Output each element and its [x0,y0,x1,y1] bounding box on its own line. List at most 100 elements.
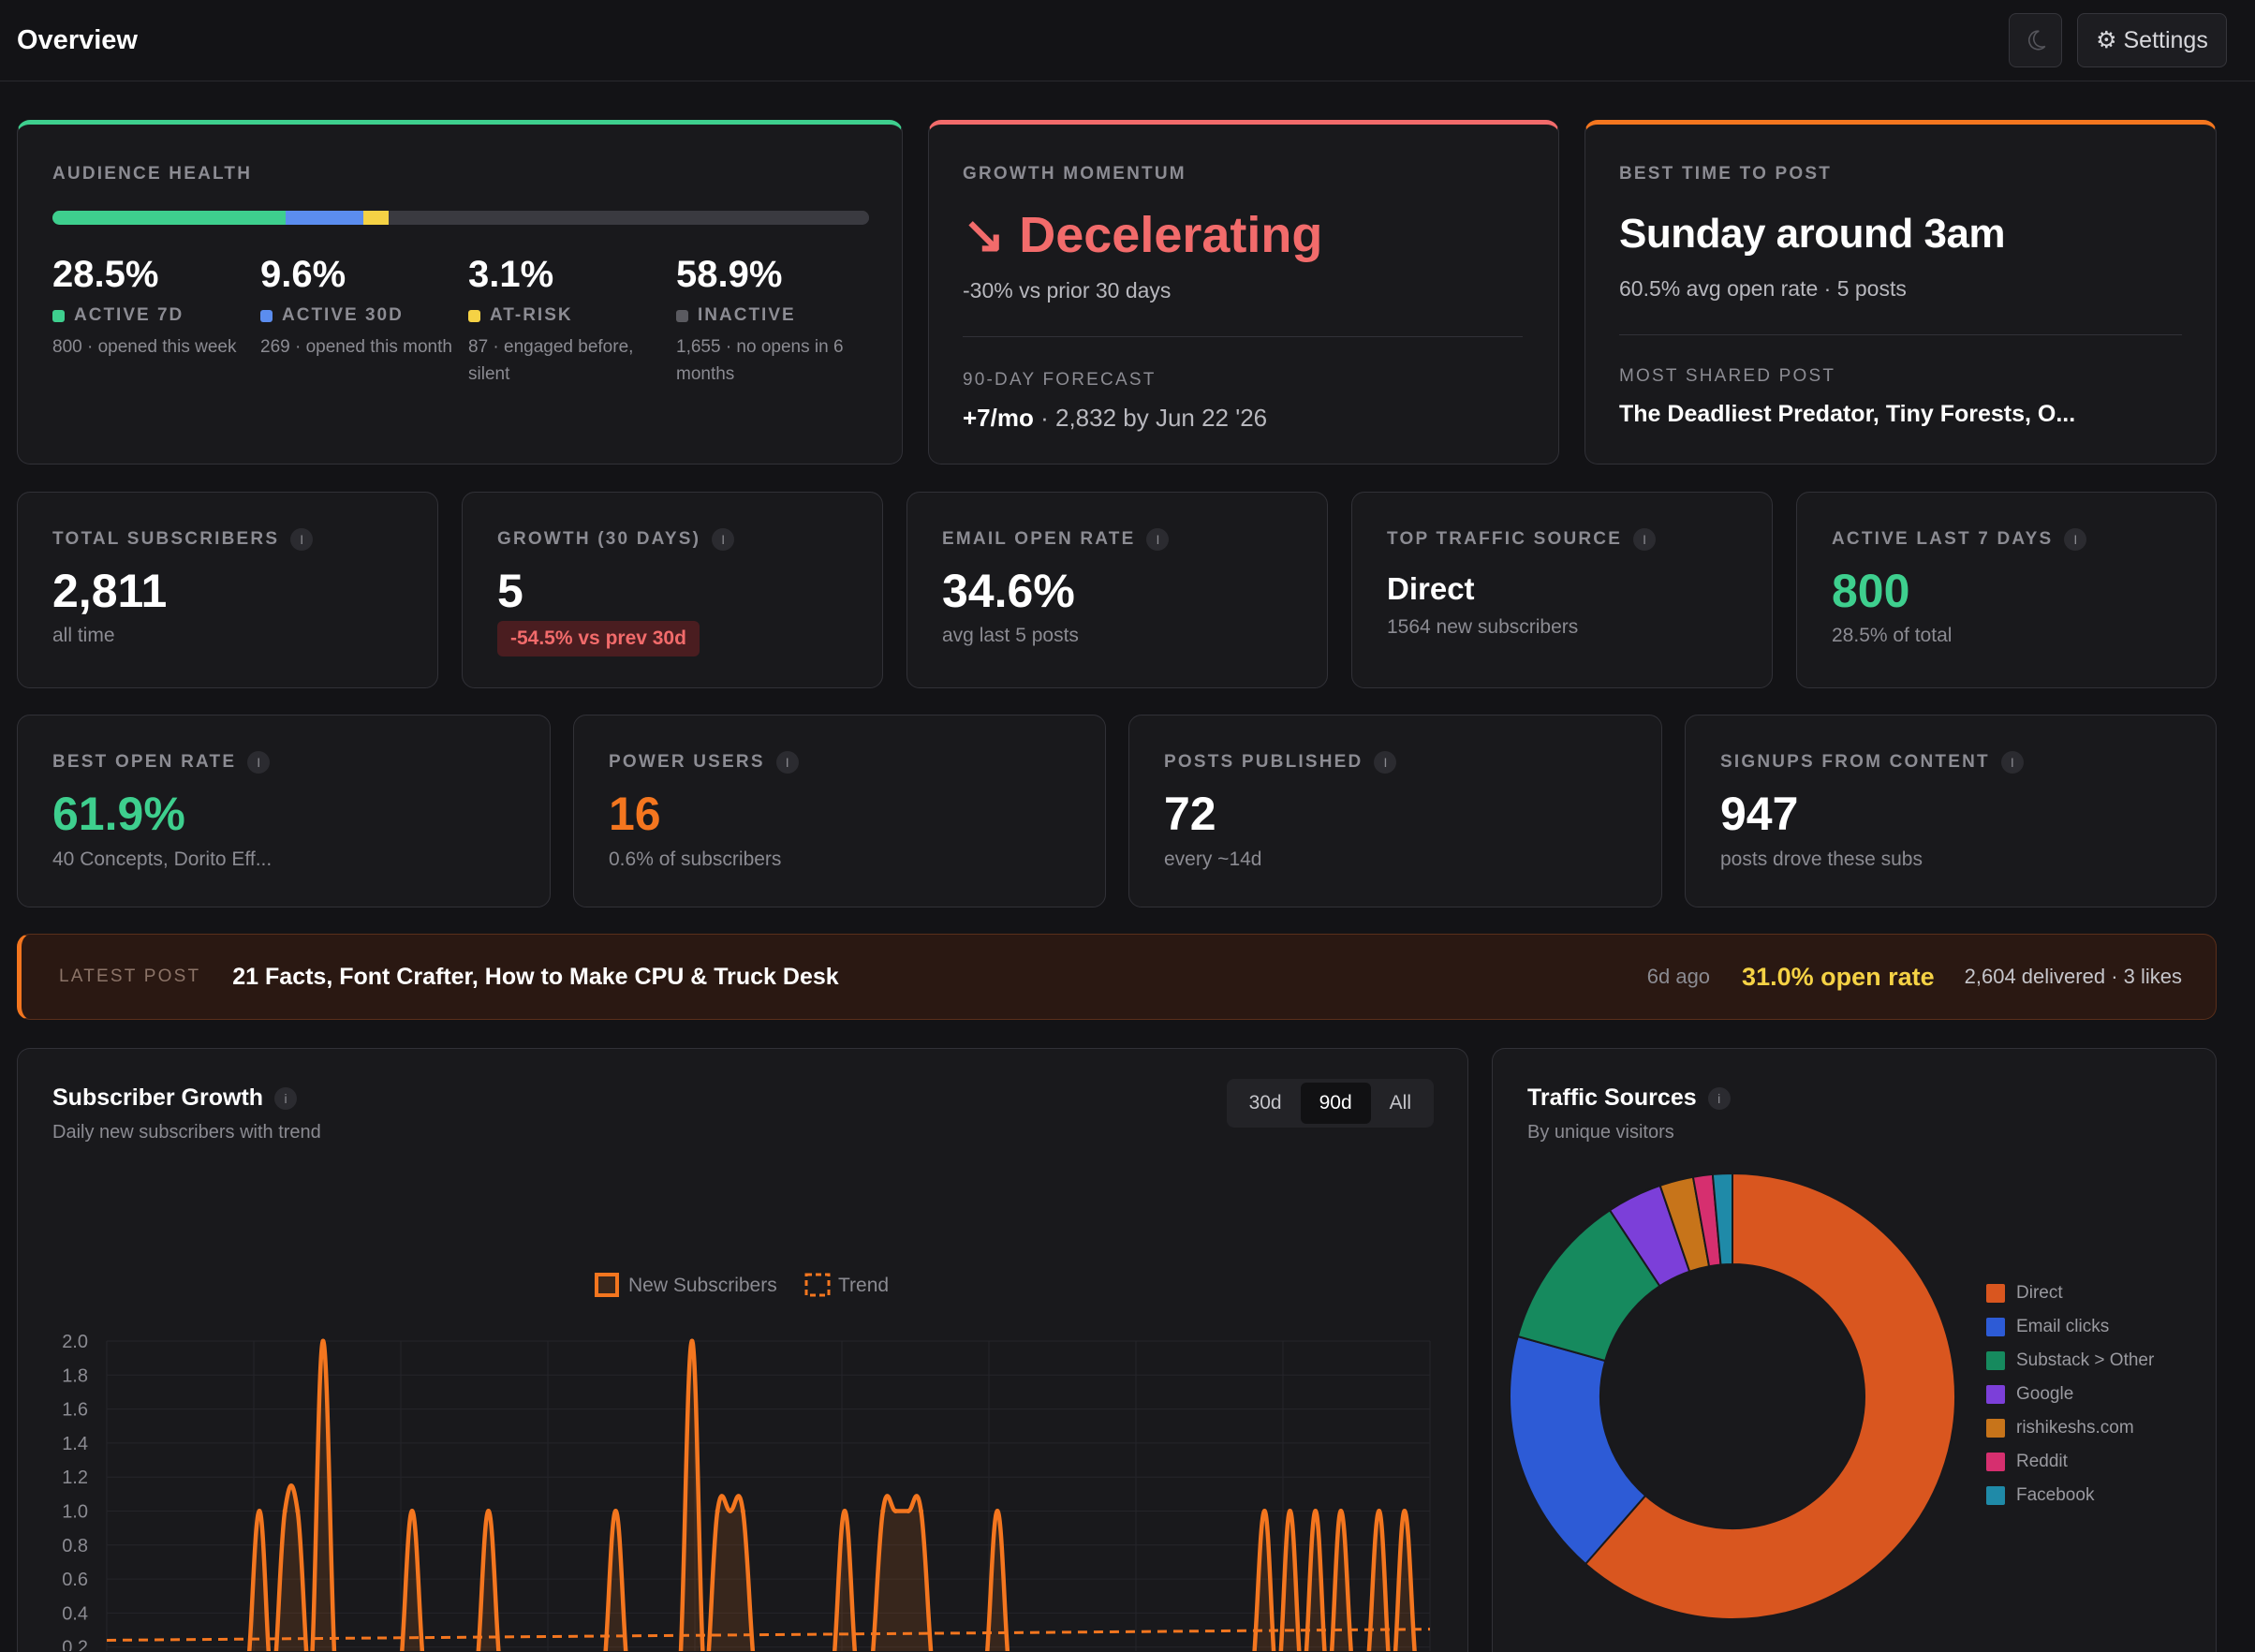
segment-desc: 87 · engaged before, silent [468,337,634,384]
stat-value: 16 [609,788,661,840]
tab-30d[interactable]: 30d [1248,1092,1282,1114]
legend-label: Email clicks [2016,1317,2110,1336]
info-icon[interactable]: i [1707,1086,1731,1110]
stat-label: POWER USERS [609,752,765,772]
latest-post-banner[interactable]: LATEST POST 21 Facts, Font Crafter, How … [17,934,2217,1020]
data-point [320,1338,326,1344]
legend-label: rishikeshs.com [2016,1418,2134,1438]
legend-label: Substack > Other [2016,1350,2155,1370]
bar-segment-active-7d [52,211,286,225]
legend-item[interactable]: Reddit [1986,1445,2154,1479]
stat-label: ACTIVE LAST 7 DAYS [1832,529,2054,549]
best-time-detail: 60.5% avg open rate · 5 posts [1619,276,1907,301]
legend-item[interactable]: Substack > Other [1986,1344,2154,1378]
info-icon[interactable]: i [775,751,799,774]
bar-segment-active-30d [285,211,364,225]
chart-subtitle: By unique visitors [1527,1122,1674,1143]
legend-item[interactable]: Google [1986,1378,2154,1411]
tab-90d[interactable]: 90d [1300,1083,1371,1124]
stat-label: TOTAL SUBSCRIBERS [52,529,280,549]
stat-label: SIGNUPS FROM CONTENT [1720,752,1990,772]
best-time-card: BEST TIME TO POST Sunday around 3am 60.5… [1584,120,2217,465]
forecast-label: 90-DAY FORECAST [963,370,1157,390]
data-point [689,1338,695,1344]
data-point [842,1509,847,1513]
segment-desc: 800 · opened this week [52,337,237,357]
stat-label: POSTS PUBLISHED [1164,752,1363,772]
info-icon[interactable]: i [2000,751,2024,774]
settings-button[interactable]: ⚙ Settings [2077,13,2227,67]
moon-icon [2027,30,2045,51]
legend-swatch [1986,1318,2005,1336]
stat-label: GROWTH (30 DAYS) [497,529,701,549]
info-icon[interactable]: i [290,528,314,551]
data-point [1338,1509,1344,1513]
stat-sub: every ~14d [1164,848,1262,870]
chart-title: Subscriber Growth [52,1084,264,1111]
stat-growth-30-days: GROWTH (30 DAYS) i 5 -54.5% vs prev 30d [462,492,883,688]
info-icon[interactable]: i [1374,751,1397,774]
latest-post-title[interactable]: 21 Facts, Font Crafter, How to Make CPU … [232,963,839,990]
traffic-legend: Direct Email clicks Substack > Other Google… [1986,1276,2154,1512]
growth-momentum-label: GROWTH MOMENTUM [963,164,1186,184]
y-tick-label: 2.0 [62,1332,88,1352]
stat-value: 34.6% [942,565,1075,617]
legend-item[interactable]: rishikeshs.com [1986,1411,2154,1445]
stat-sub: 28.5% of total [1832,625,1953,646]
legend-item[interactable]: Facebook [1986,1479,2154,1512]
stat-sub: all time [52,625,115,646]
stat-active-last-7-days: ACTIVE LAST 7 DAYS i 800 28.5% of total [1796,492,2217,688]
data-point [295,1509,301,1513]
info-icon[interactable]: i [247,751,271,774]
segment-inactive: 58.9% INACTIVE 1,655 · no opens in 6 mon… [676,254,884,388]
segment-desc: 269 · opened this month [260,337,452,357]
info-icon[interactable]: i [1633,528,1657,551]
data-point [892,1509,898,1513]
top-bar: Overview ⚙ Settings [0,0,2255,81]
y-tick-label: 1.4 [62,1434,88,1454]
audience-health-label: AUDIENCE HEALTH [52,164,253,184]
data-point [715,1509,720,1513]
donut-slice-facebook[interactable] [1711,1172,1733,1266]
stat-best-open-rate: BEST OPEN RATE i 61.9% 40 Concepts, Dorit… [17,715,551,907]
legend-label: Google [2016,1384,2074,1404]
latest-post-open-rate: 31.0% open rate [1742,962,1935,991]
divider [963,336,1523,337]
traffic-sources-donut[interactable] [1493,1143,1980,1630]
donut-slice-direct[interactable] [1584,1172,1956,1620]
info-icon[interactable]: i [1146,528,1170,551]
growth-momentum-card: GROWTH MOMENTUM ↘ Decelerating -30% vs p… [928,120,1559,465]
stat-label: TOP TRAFFIC SOURCE [1387,529,1623,549]
legend-swatch [1986,1351,2005,1370]
tab-all[interactable]: All [1389,1092,1411,1114]
most-shared-post-link[interactable]: The Deadliest Predator, Tiny Forests, O.… [1619,401,2076,427]
legend-label-new-subscribers: New Subscribers [628,1275,777,1296]
data-point [880,1509,886,1513]
data-point [257,1509,262,1513]
y-tick-label: 0.4 [62,1603,88,1624]
subscriber-growth-card: Subscriber Growth i Daily new subscriber… [17,1048,1468,1652]
data-point [1313,1509,1319,1513]
stat-signups-from-content: SIGNUPS FROM CONTENT i 947 posts drove th… [1685,715,2217,907]
latest-post-age: 6d ago [1646,965,1711,988]
data-point [906,1509,911,1513]
info-icon[interactable]: i [712,528,735,551]
legend-swatch-trend [804,1273,831,1297]
legend-item[interactable]: Email clicks [1986,1310,2154,1344]
legend-item[interactable]: Direct [1986,1276,2154,1310]
theme-toggle-button[interactable] [2009,13,2062,67]
divider [1619,334,2182,335]
legend-label: Reddit [2016,1452,2068,1471]
stat-top-traffic-source: TOP TRAFFIC SOURCE i Direct 1564 new subs… [1351,492,1773,688]
stat-sub: 40 Concepts, Dorito Eff... [52,848,273,870]
info-icon[interactable]: i [2064,528,2087,551]
y-tick-label: 1.0 [62,1502,88,1523]
stat-power-users: POWER USERS i 16 0.6% of subscribers [573,715,1106,907]
info-icon[interactable]: i [274,1086,298,1110]
forecast-detail: · 2,832 by Jun 22 '26 [1033,404,1268,432]
y-tick-label: 1.2 [62,1468,88,1488]
stat-sub: 0.6% of subscribers [609,848,782,870]
stat-value: 2,811 [52,565,168,617]
data-point [282,1509,287,1513]
